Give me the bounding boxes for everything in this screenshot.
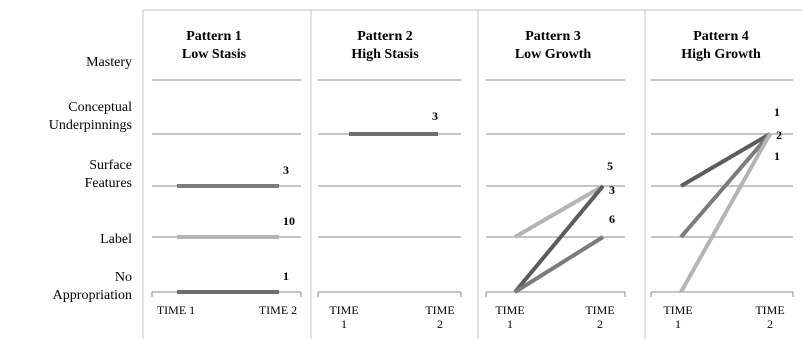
x-tick-label: TIME (663, 303, 692, 317)
panel-title: Pattern 4 (693, 29, 749, 44)
y-level-label: Conceptual (68, 100, 132, 115)
series-line (679, 132, 772, 239)
x-tick-label: 2 (437, 317, 443, 331)
y-level-label: Features (85, 176, 132, 191)
y-level-label: Appropriation (53, 288, 132, 303)
data-label: 2 (776, 128, 782, 142)
panel-subtitle: High Growth (681, 47, 761, 62)
pattern-panel-1: Pattern 1 Low Stasis 3 10 1 TIME 1 TIME 2 (151, 29, 302, 317)
panel-title: Pattern 3 (525, 29, 581, 44)
x-tick-label: TIME (755, 303, 784, 317)
data-label: 5 (607, 159, 613, 173)
x-tick-label: 2 (767, 317, 773, 331)
series-line (679, 132, 772, 188)
series-line (513, 184, 605, 294)
data-label: 3 (432, 109, 438, 123)
y-level-label: Surface (89, 158, 132, 173)
panel-title: Pattern 2 (357, 29, 413, 44)
x-tick-label: 2 (597, 317, 603, 331)
series-line (513, 235, 605, 294)
data-label: 6 (609, 212, 615, 226)
x-tick-label: 1 (341, 317, 347, 331)
y-level-label: No (115, 270, 132, 285)
panel-subtitle: Low Growth (515, 47, 592, 62)
series-line (513, 184, 605, 239)
panel-subtitle: High Stasis (351, 47, 419, 62)
x-tick-label: TIME 2 (259, 303, 297, 317)
data-label: 1 (774, 105, 780, 119)
series-line (679, 133, 772, 293)
data-label: 3 (609, 183, 615, 197)
x-tick-label: TIME (329, 303, 358, 317)
x-tick-label: 1 (507, 317, 513, 331)
y-level-label: Mastery (86, 55, 132, 70)
y-level-label: Underpinnings (49, 118, 132, 133)
panel-title: Pattern 1 (186, 29, 242, 44)
panel-subtitle: Low Stasis (182, 47, 247, 62)
y-level-label: Label (100, 232, 132, 247)
y-axis-labels: Mastery Conceptual Underpinnings Surface Fea… (49, 55, 132, 303)
x-tick-label: TIME (495, 303, 524, 317)
data-label: 1 (774, 149, 780, 163)
x-tick-label: TIME (585, 303, 614, 317)
data-label: 1 (283, 269, 289, 283)
x-tick-label: 1 (675, 317, 681, 331)
data-label: 3 (283, 163, 289, 177)
x-tick-label: TIME (425, 303, 454, 317)
data-label: 10 (283, 214, 295, 228)
x-tick-label: TIME 1 (157, 303, 195, 317)
